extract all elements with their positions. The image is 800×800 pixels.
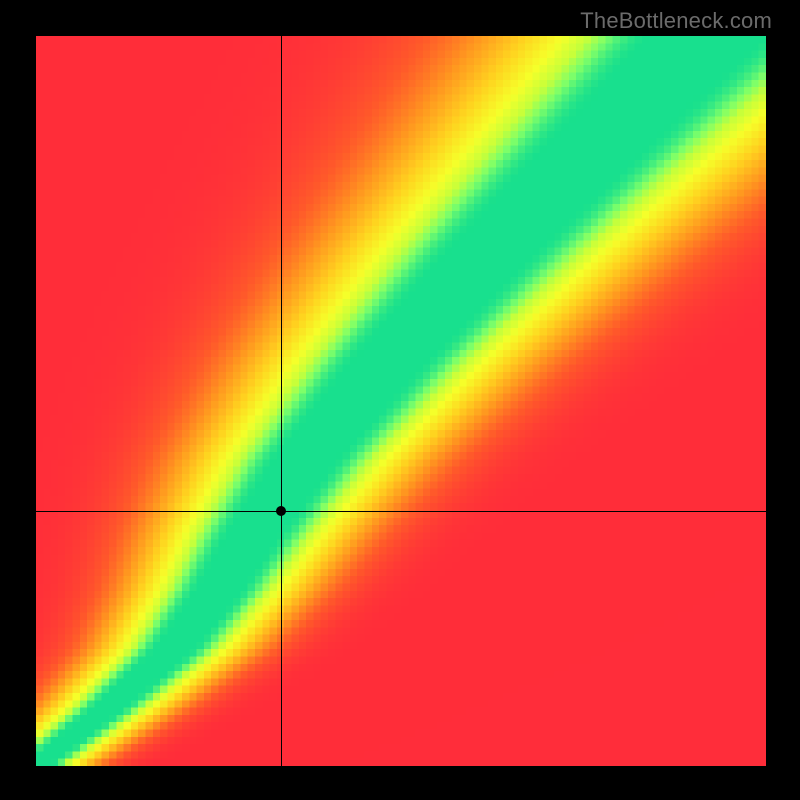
watermark-text: TheBottleneck.com [580, 8, 772, 34]
crosshair-vertical [281, 36, 282, 766]
crosshair-marker [276, 506, 286, 516]
chart-container: TheBottleneck.com [0, 0, 800, 800]
crosshair-horizontal [36, 511, 766, 512]
bottleneck-heatmap [36, 36, 766, 766]
